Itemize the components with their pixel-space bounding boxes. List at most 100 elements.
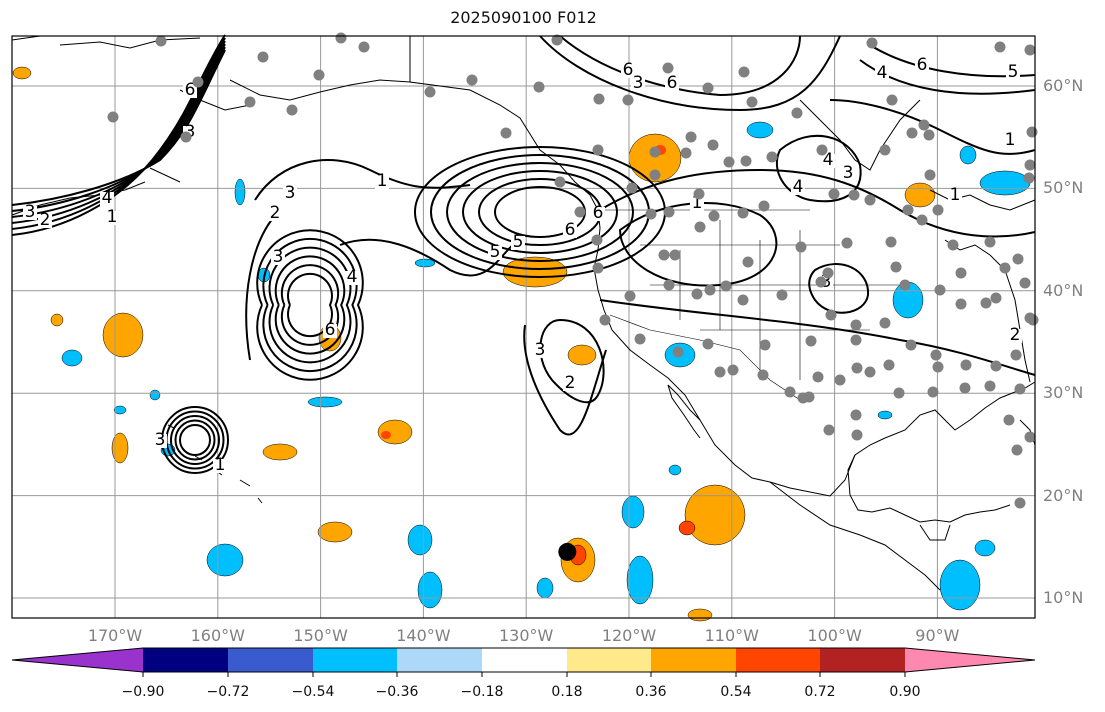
colorbar-segment: [905, 648, 1035, 672]
contour-line: [11, 37, 226, 230]
contour-label: 6: [623, 60, 634, 80]
colorbar-tick-label: −0.18: [460, 684, 504, 700]
contour-line: [11, 34, 226, 236]
coastline: [919, 524, 951, 541]
station-dot: [932, 204, 944, 216]
station-dot: [757, 369, 769, 381]
station-dot: [658, 249, 670, 261]
station-dot: [955, 298, 967, 310]
station-dot: [592, 144, 604, 156]
station-dot: [1003, 414, 1015, 426]
contour-line: [523, 324, 607, 436]
station-dot: [286, 104, 298, 116]
station-dot: [694, 221, 706, 233]
state-border: [609, 314, 801, 401]
storm-marker-layer: [558, 542, 577, 561]
anomaly-region: [684, 484, 746, 546]
colorbar-segment: [143, 648, 228, 672]
anomaly-region: [12, 66, 32, 80]
station-dot: [923, 129, 935, 141]
station-dot: [704, 284, 716, 296]
colorbar-segment: [651, 648, 736, 672]
station-dot: [691, 288, 703, 300]
station-dot: [738, 66, 750, 78]
station-dot: [927, 386, 939, 398]
latitude-label: 40°N: [1043, 280, 1084, 300]
station-dot: [934, 284, 946, 296]
contour-label: 6: [667, 73, 678, 93]
station-dot: [851, 429, 863, 441]
station-dot: [899, 279, 911, 291]
station-dot: [918, 119, 930, 131]
contour-line: [280, 264, 340, 346]
longitude-label: 90°W: [915, 626, 960, 645]
station-dot: [791, 107, 803, 119]
anomaly-region: [61, 349, 83, 367]
station-dot: [759, 339, 771, 351]
station-dot: [848, 189, 860, 201]
contour-label-bg: [375, 175, 389, 189]
colorbar-tick-label: 0.18: [551, 684, 583, 700]
colorbar-tick-label: −0.72: [206, 684, 250, 700]
contour-label-bg: [488, 246, 502, 260]
station-dot: [649, 169, 661, 181]
station-dot: [864, 194, 876, 206]
colorbar-segment: [228, 648, 313, 672]
contour-label-bg: [345, 271, 359, 285]
anomaly-region: [111, 432, 129, 464]
station-dot: [1026, 126, 1038, 138]
colorbar-segment: [820, 648, 905, 672]
contour-label: 4: [102, 188, 113, 208]
anomaly-region: [626, 555, 654, 605]
station-dot: [816, 144, 828, 156]
contour-label: 3: [285, 183, 296, 203]
anomaly-region: [414, 258, 436, 268]
contour-line: [339, 238, 521, 277]
contour-label-bg: [105, 211, 119, 225]
station-dot: [663, 206, 675, 218]
station-dot: [902, 204, 914, 216]
station-dot: [984, 236, 996, 248]
contour-line: [254, 159, 471, 201]
contour-label: 6: [565, 220, 576, 240]
station-dot: [727, 364, 739, 376]
contour-label-bg: [38, 214, 52, 228]
anomaly-region: [536, 577, 554, 599]
station-dot: [574, 206, 586, 218]
colorbar-tick-label: −0.54: [291, 684, 335, 700]
latitude-label: 50°N: [1043, 178, 1084, 198]
station-dot: [257, 51, 269, 63]
station-dot: [680, 147, 692, 159]
colorbar-tick-label: −0.90: [121, 684, 165, 700]
coastline: [229, 79, 411, 101]
contour-line: [174, 419, 216, 461]
contour-label-bg: [511, 236, 525, 250]
anomaly-region: [206, 543, 244, 577]
station-dot: [879, 144, 891, 156]
station-dot: [592, 262, 604, 274]
coastline: [667, 384, 701, 439]
station-dot: [866, 37, 878, 49]
anomaly-region: [678, 520, 696, 536]
anomaly-region: [502, 256, 568, 288]
station-dot: [834, 374, 846, 386]
contour-label-bg: [23, 206, 37, 220]
station-dot: [850, 409, 862, 421]
contour-label: 2: [40, 210, 51, 230]
contour-label: 3: [843, 163, 854, 183]
latitude-label: 60°N: [1043, 76, 1084, 95]
contour-label-bg: [533, 344, 547, 358]
station-dot: [1011, 444, 1023, 456]
station-dot: [784, 386, 796, 398]
station-dot: [626, 182, 638, 194]
station-dot: [358, 41, 370, 53]
station-dot: [649, 146, 661, 158]
contour-label: 3: [185, 122, 196, 142]
station-dot: [815, 276, 827, 288]
contour-line: [287, 272, 333, 338]
longitude-label: 140°W: [396, 626, 451, 645]
colorbar-segment: [313, 648, 397, 672]
station-dot: [905, 339, 917, 351]
contour-label-bg: [183, 84, 197, 98]
station-dot: [708, 210, 720, 222]
